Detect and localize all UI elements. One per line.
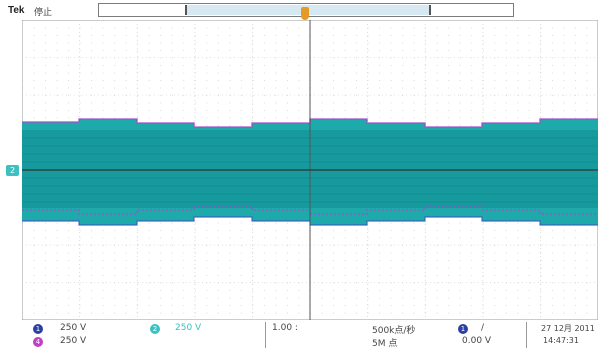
record-length[interactable]: 5M 点	[372, 339, 398, 349]
math-scale[interactable]: 1.00 :	[272, 323, 298, 333]
trigger-slope-icon[interactable]: /	[481, 323, 485, 333]
waveform-display[interactable]	[22, 20, 598, 320]
ch4-badge[interactable]: 4	[33, 337, 43, 347]
graticule-svg	[22, 20, 598, 320]
ch1-badge[interactable]: 1	[33, 324, 43, 334]
ch2-ground-marker-icon[interactable]: 2	[6, 165, 19, 176]
brand-label: Tek	[8, 5, 25, 16]
acquisition-state: 停止	[34, 8, 53, 18]
status-bar: 1 250 V 4 250 V 2 250 V 1.00 : 500k点/秒 5…	[0, 320, 599, 350]
time-label: 14:47:31	[543, 336, 579, 345]
ch1-scale[interactable]: 250 V	[60, 323, 87, 333]
ch4-scale[interactable]: 250 V	[60, 336, 87, 346]
top-bar: Tek 停止	[0, 0, 599, 24]
sample-rate[interactable]: 500k点/秒	[372, 326, 416, 336]
ch2-scale[interactable]: 250 V	[175, 323, 202, 333]
status-divider	[265, 322, 266, 348]
date-label: 27 12月 2011	[541, 324, 595, 333]
ch2-badge[interactable]: 2	[150, 324, 160, 334]
trigger-level[interactable]: 0.00 V	[462, 336, 492, 346]
trigger-position-marker-icon[interactable]	[301, 7, 309, 24]
status-divider	[526, 322, 527, 348]
trigger-source-badge[interactable]: 1	[458, 324, 468, 334]
